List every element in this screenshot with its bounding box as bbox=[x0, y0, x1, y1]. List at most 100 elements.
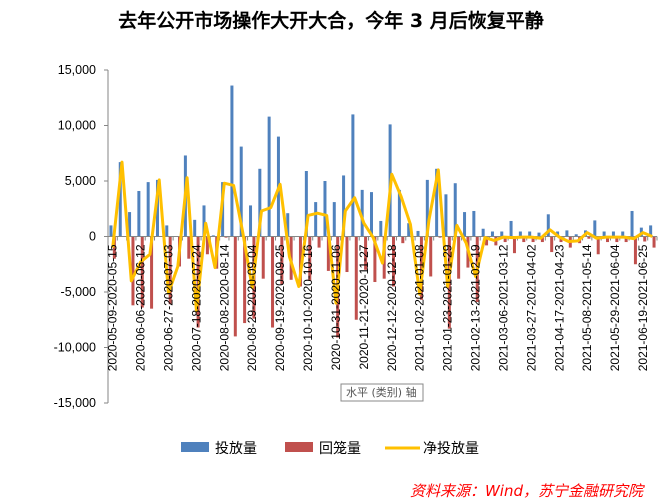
issue-bar bbox=[286, 213, 290, 237]
issue-bar bbox=[444, 194, 448, 237]
x-tick-label: 2020-10-31-2020-11-06 bbox=[329, 244, 343, 370]
x-tick-label: 2020-08-08-2020-08-14 bbox=[217, 244, 231, 371]
withdraw-bar bbox=[243, 236, 247, 324]
y-tick-label: 10,000 bbox=[58, 119, 96, 133]
issue-bar bbox=[304, 171, 308, 237]
withdraw-bar bbox=[187, 236, 191, 259]
withdraw-bar bbox=[112, 236, 116, 259]
withdraw-bar bbox=[373, 236, 377, 283]
legend: 投放量 回笼量 净投放量 bbox=[181, 440, 479, 457]
withdraw-bar bbox=[512, 236, 516, 254]
issue-bar bbox=[397, 189, 401, 237]
issue-bar bbox=[109, 225, 113, 237]
x-tick-label: 2021-05-08-2021-05-14 bbox=[580, 244, 594, 371]
withdraw-bar bbox=[633, 236, 637, 265]
issue-bar bbox=[602, 231, 606, 237]
legend-label-net: 净投放量 bbox=[423, 441, 479, 457]
withdraw-bar bbox=[392, 236, 396, 287]
legend-swatch-withdraw bbox=[285, 442, 313, 452]
axis-tooltip: 水平 (类别) 轴 bbox=[340, 383, 424, 402]
x-tick-label: 2021-01-23-2021-01-29 bbox=[441, 244, 455, 371]
withdraw-bar bbox=[540, 236, 544, 243]
issue-bar bbox=[472, 210, 476, 237]
withdraw-bar bbox=[140, 236, 144, 308]
withdraw-bar bbox=[401, 236, 405, 244]
withdraw-bar bbox=[308, 236, 312, 281]
withdraw-bar bbox=[485, 236, 489, 246]
x-tick-label: 2021-03-27-2021-04-02 bbox=[524, 244, 538, 371]
withdraw-bar bbox=[280, 236, 284, 285]
withdraw-bar bbox=[596, 236, 600, 255]
issue-bar bbox=[332, 202, 336, 237]
withdraw-bar bbox=[326, 236, 330, 271]
issue-bar bbox=[360, 189, 364, 237]
issue-bar bbox=[323, 181, 327, 237]
issue-bar bbox=[593, 220, 597, 237]
issue-bar bbox=[314, 202, 318, 237]
chart-title: 去年公开市场操作大开大合，今年 3 月后恢复平静 bbox=[118, 9, 543, 32]
withdraw-bar bbox=[522, 236, 526, 243]
x-tick-label: 2020-09-19-2020-09-25 bbox=[273, 244, 287, 371]
issue-bar bbox=[146, 182, 150, 237]
issue-bar bbox=[258, 168, 262, 237]
issue-bar bbox=[463, 212, 467, 237]
withdraw-bar bbox=[233, 236, 237, 337]
issue-bar bbox=[416, 230, 420, 237]
y-tick-label: -15,000 bbox=[54, 396, 96, 410]
issue-bar bbox=[574, 234, 578, 237]
x-tick-label: 2020-05-09-2020-05-15 bbox=[106, 244, 120, 371]
issue-bar bbox=[490, 231, 494, 237]
issue-bar bbox=[630, 210, 634, 237]
legend-swatch-issue bbox=[181, 442, 209, 452]
issue-bar bbox=[155, 179, 159, 237]
issue-bar bbox=[435, 168, 439, 237]
withdraw-bar bbox=[261, 236, 265, 279]
y-tick-label: 5,000 bbox=[65, 174, 96, 188]
net-issue-line bbox=[111, 160, 653, 313]
issue-bar bbox=[565, 230, 569, 237]
issue-bar bbox=[425, 179, 429, 237]
withdraw-bar bbox=[298, 236, 302, 287]
withdraw-bar bbox=[531, 236, 535, 243]
issue-bar bbox=[267, 116, 271, 237]
issue-bar bbox=[621, 231, 625, 237]
tooltip-box bbox=[340, 383, 424, 402]
x-tick-label: 2021-06-19-2021-06-25 bbox=[636, 244, 650, 371]
issue-bar bbox=[128, 212, 132, 237]
issue-bar bbox=[509, 220, 513, 237]
y-tick-label: -5,000 bbox=[61, 285, 96, 299]
x-tick-label: 2020-06-06-2020-06-12 bbox=[134, 244, 148, 371]
x-tick-label: 2021-05-29-2021-06-04 bbox=[608, 244, 622, 371]
issue-bar bbox=[239, 146, 243, 237]
withdraw-bar bbox=[503, 236, 507, 243]
x-tick-label: 2021-01-02-2021-01-08 bbox=[413, 244, 427, 371]
issue-bar bbox=[453, 183, 457, 237]
issue-bar bbox=[537, 232, 541, 237]
y-tick-label: 15,000 bbox=[58, 63, 96, 77]
x-tick-label: 2021-03-06-2021-03-12 bbox=[496, 244, 510, 371]
tooltip-text: 水平 (类别) 轴 bbox=[346, 385, 417, 399]
withdraw-bar bbox=[354, 236, 358, 320]
withdraw-bar bbox=[643, 236, 647, 242]
issue-bar bbox=[379, 220, 383, 237]
issue-bar bbox=[611, 231, 615, 237]
issue-bar bbox=[369, 192, 373, 237]
issue-bar bbox=[202, 205, 206, 237]
issue-bar bbox=[137, 190, 141, 237]
issue-bar bbox=[211, 235, 215, 237]
issue-bar bbox=[193, 219, 197, 237]
withdraw-bar bbox=[317, 236, 321, 248]
x-tick-label: 2020-06-27-2020-07-03 bbox=[161, 244, 175, 371]
issue-bar bbox=[481, 228, 485, 237]
withdraw-bar bbox=[271, 236, 275, 328]
issue-bar bbox=[546, 214, 550, 237]
issue-bar bbox=[118, 162, 122, 237]
legend-label-withdraw: 回笼量 bbox=[319, 440, 361, 457]
issue-bar bbox=[518, 231, 522, 237]
withdraw-bar bbox=[550, 236, 554, 253]
x-tick-label: 2020-12-12-2020-12-18 bbox=[385, 244, 399, 371]
withdraw-bar bbox=[345, 236, 349, 273]
issue-bar bbox=[342, 175, 346, 237]
withdraw-bar bbox=[624, 236, 628, 243]
